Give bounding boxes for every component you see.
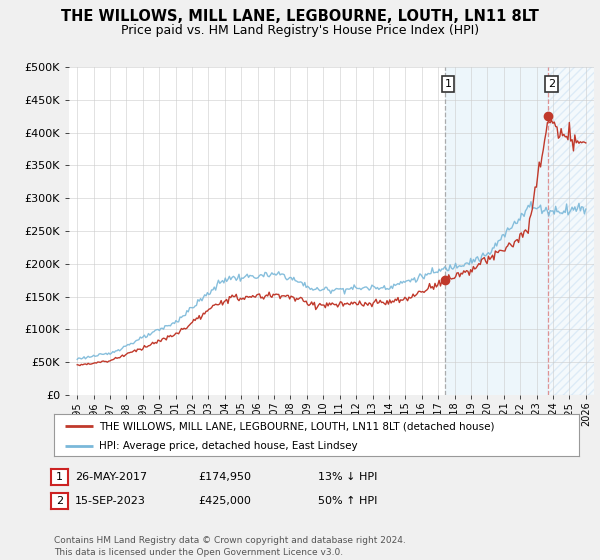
Text: £174,950: £174,950 (198, 472, 251, 482)
Text: 15-SEP-2023: 15-SEP-2023 (75, 496, 146, 506)
Text: 2: 2 (56, 496, 63, 506)
Text: 2: 2 (548, 79, 555, 89)
Text: £425,000: £425,000 (198, 496, 251, 506)
Text: THE WILLOWS, MILL LANE, LEGBOURNE, LOUTH, LN11 8LT (detached house): THE WILLOWS, MILL LANE, LEGBOURNE, LOUTH… (98, 421, 494, 431)
Bar (548, 67, 600, 395)
Text: THE WILLOWS, MILL LANE, LEGBOURNE, LOUTH, LN11 8LT: THE WILLOWS, MILL LANE, LEGBOURNE, LOUTH… (61, 9, 539, 24)
Text: Contains HM Land Registry data © Crown copyright and database right 2024.
This d: Contains HM Land Registry data © Crown c… (54, 536, 406, 557)
Text: 13% ↓ HPI: 13% ↓ HPI (318, 472, 377, 482)
Text: 1: 1 (445, 79, 452, 89)
Text: HPI: Average price, detached house, East Lindsey: HPI: Average price, detached house, East… (98, 441, 357, 451)
Text: 50% ↑ HPI: 50% ↑ HPI (318, 496, 377, 506)
Bar (445, 67, 548, 395)
Text: 1: 1 (56, 472, 63, 482)
Text: Price paid vs. HM Land Registry's House Price Index (HPI): Price paid vs. HM Land Registry's House … (121, 24, 479, 36)
Text: 26-MAY-2017: 26-MAY-2017 (75, 472, 147, 482)
